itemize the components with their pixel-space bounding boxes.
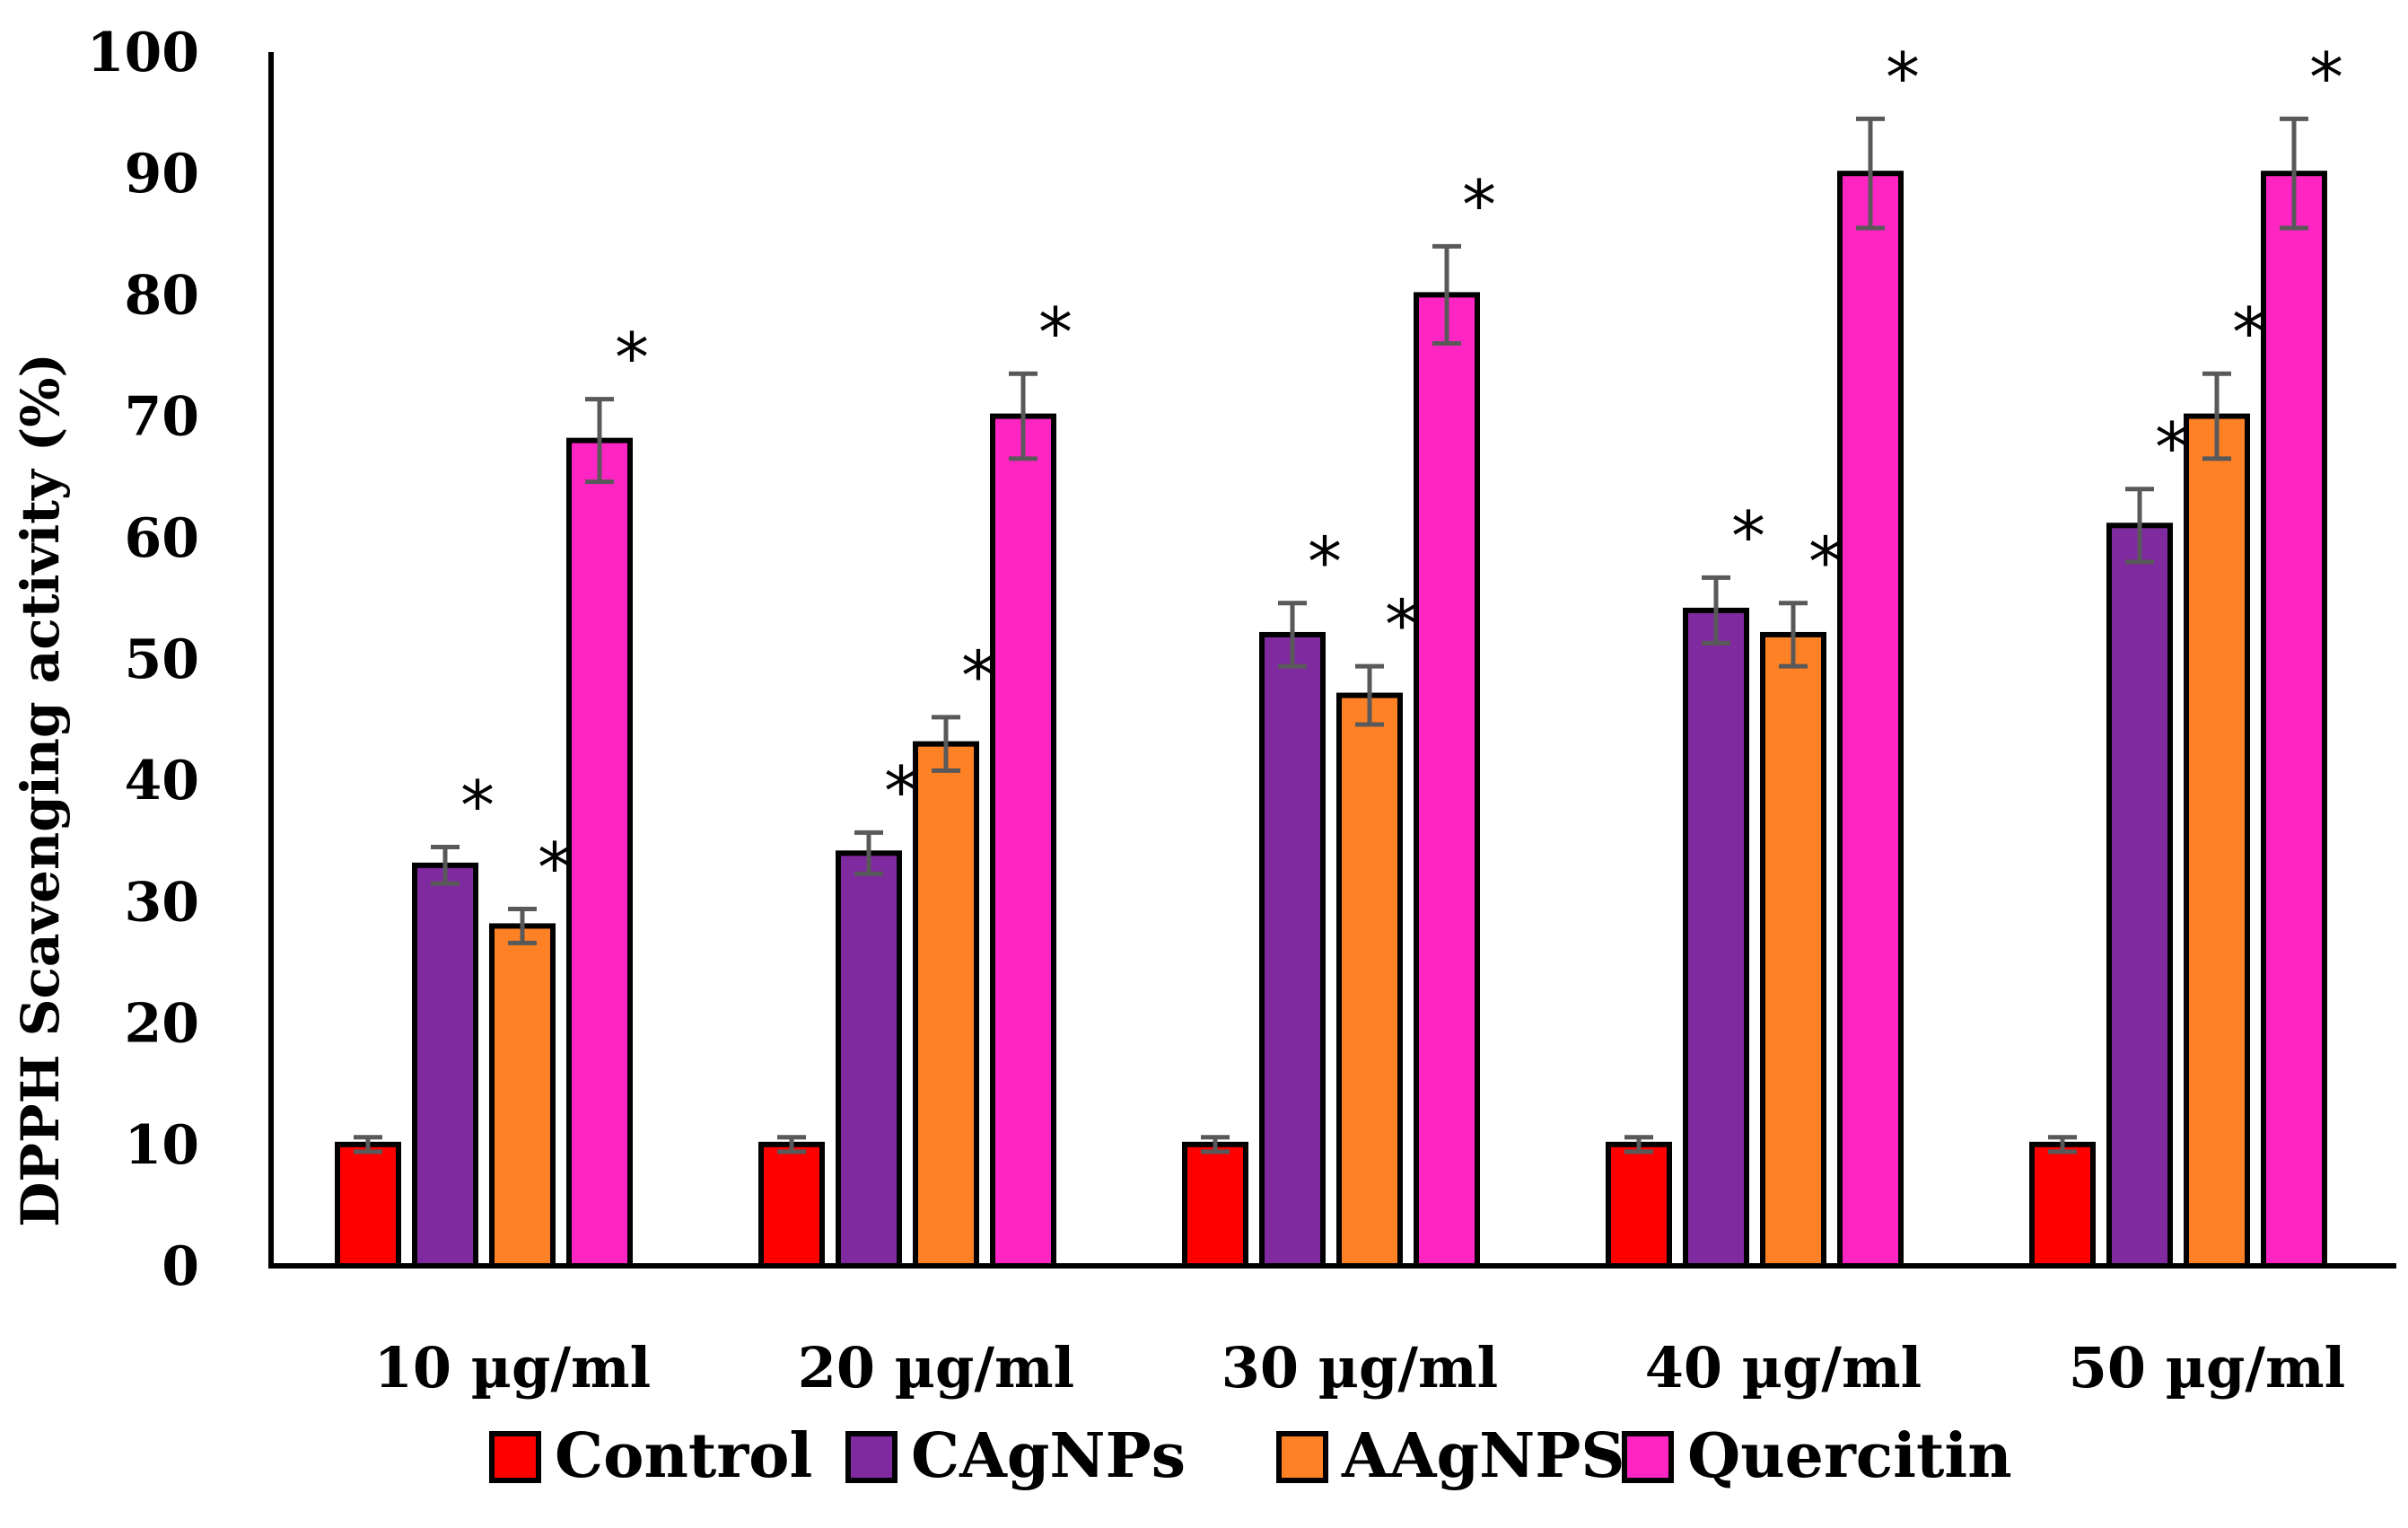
legend: Control CAgNPs AAgNPS Quercitin xyxy=(489,1420,2012,1492)
legend-swatch-cagnps xyxy=(845,1431,898,1483)
bar-quercitin xyxy=(990,413,1056,1269)
significance-star: * xyxy=(1308,522,1342,602)
significance-star: * xyxy=(1038,292,1073,372)
bar-aagnps xyxy=(1760,631,1826,1269)
y-tick-label: 70 xyxy=(125,386,200,449)
significance-star: * xyxy=(2155,408,2189,487)
y-tick-label: 10 xyxy=(125,1114,200,1177)
x-category-label: 50 µg/ml xyxy=(2069,1335,2345,1401)
significance-star: * xyxy=(2309,37,2343,117)
bar-aagnps xyxy=(2184,413,2250,1269)
bar-quercitin xyxy=(1414,292,1480,1269)
significance-star: * xyxy=(1462,164,1496,244)
significance-star: * xyxy=(1886,37,1920,117)
significance-star: * xyxy=(615,318,649,398)
bar-control xyxy=(1606,1141,1672,1269)
bar-cagnps xyxy=(836,850,902,1269)
legend-label-quercitin: Quercitin xyxy=(1687,1420,2012,1492)
bar-quercitin xyxy=(566,437,633,1269)
significance-star: * xyxy=(538,828,572,908)
bar-cagnps xyxy=(1259,631,1326,1269)
bar-quercitin xyxy=(2261,171,2327,1269)
significance-star: * xyxy=(1385,584,1419,664)
bar-control xyxy=(758,1141,825,1269)
bar-cagnps xyxy=(1683,607,1749,1269)
x-category-label: 20 µg/ml xyxy=(798,1335,1074,1401)
bar-cagnps xyxy=(412,862,478,1269)
significance-star: * xyxy=(1731,496,1765,575)
legend-swatch-control xyxy=(489,1431,541,1483)
y-tick-label: 50 xyxy=(125,628,200,691)
legend-label-control: Control xyxy=(555,1420,812,1492)
y-tick-label: 20 xyxy=(125,993,200,1056)
bar-control xyxy=(2029,1141,2096,1269)
x-category-label: 30 µg/ml xyxy=(1222,1335,1498,1401)
legend-label-aagnps: AAgNPS xyxy=(1341,1420,1624,1492)
y-tick-label: 80 xyxy=(125,264,200,327)
bar-aagnps xyxy=(1336,692,1403,1269)
significance-star: * xyxy=(884,751,918,830)
legend-label-cagnps: CAgNPs xyxy=(911,1420,1186,1492)
y-tick-label: 60 xyxy=(125,507,200,570)
significance-star: * xyxy=(961,636,995,716)
significance-star: * xyxy=(1808,522,1843,602)
bar-control xyxy=(335,1141,401,1269)
bar-control xyxy=(1182,1141,1248,1269)
significance-star: * xyxy=(460,766,495,846)
y-tick-label: 0 xyxy=(162,1235,199,1298)
y-tick-label: 30 xyxy=(125,871,200,934)
y-axis-label: DPPH Scavenging activity (%) xyxy=(10,353,71,1227)
bar-aagnps xyxy=(913,741,979,1269)
bar-aagnps xyxy=(489,923,556,1269)
y-tick-label: 40 xyxy=(125,750,200,812)
bar-quercitin xyxy=(1837,171,1904,1269)
x-category-label: 40 µg/ml xyxy=(1645,1335,1922,1401)
bar-cagnps xyxy=(2106,523,2173,1269)
legend-swatch-quercitin xyxy=(1622,1431,1674,1483)
significance-star: * xyxy=(2232,292,2266,372)
legend-swatch-aagnps xyxy=(1276,1431,1328,1483)
y-tick-label: 100 xyxy=(87,22,199,84)
x-category-label: 10 µg/ml xyxy=(374,1335,651,1401)
y-tick-label: 90 xyxy=(125,143,200,206)
